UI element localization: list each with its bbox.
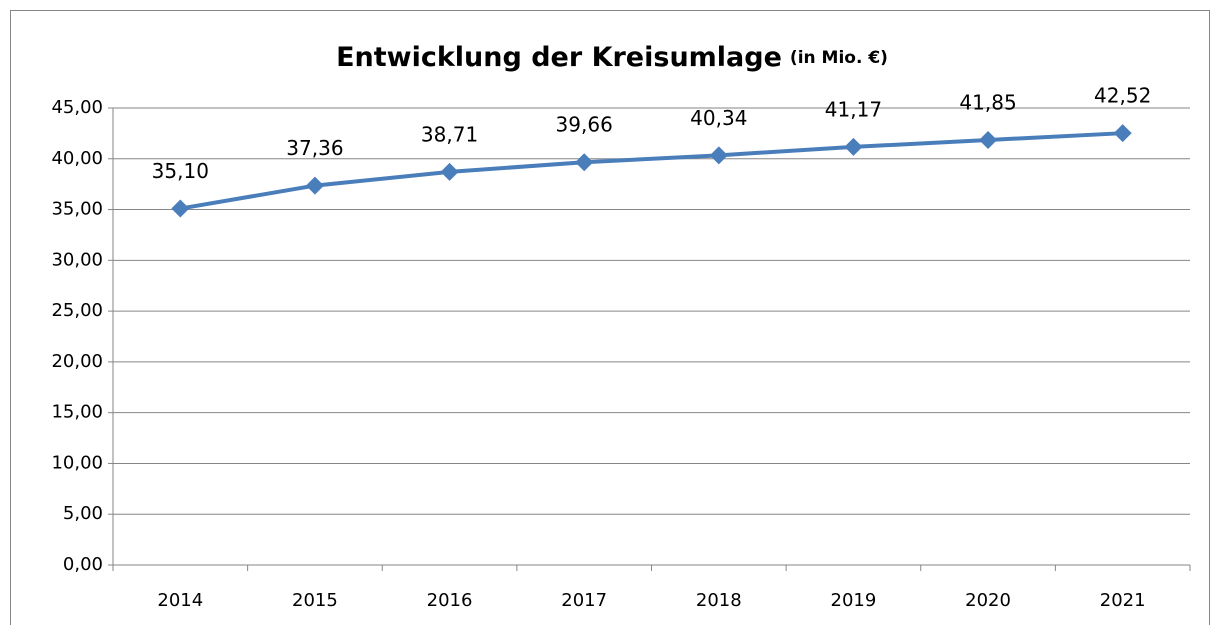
data-label: 37,36: [286, 136, 343, 160]
y-tick-label: 0,00: [63, 554, 103, 575]
data-label: 41,17: [825, 97, 882, 121]
y-tick-label: 30,00: [51, 249, 103, 270]
data-label: 38,71: [421, 122, 478, 146]
y-tick-label: 45,00: [51, 97, 103, 118]
y-tick-label: 25,00: [51, 300, 103, 321]
data-label: 41,85: [959, 90, 1016, 114]
y-tick-label: 40,00: [51, 148, 103, 169]
x-tick-label: 2021: [1100, 590, 1146, 611]
chart-frame: [10, 10, 1210, 625]
data-point: [979, 130, 998, 149]
y-tick-label: 15,00: [51, 402, 103, 423]
x-tick-label: 2016: [427, 590, 473, 611]
data-point: [844, 137, 863, 156]
x-tick-label: 2017: [561, 590, 607, 611]
x-tick-label: 2019: [831, 590, 877, 611]
x-tick-label: 2018: [696, 590, 742, 611]
chart-title-group: Entwicklung der Kreisumlage (in Mio. €): [336, 42, 888, 73]
data-point: [305, 176, 324, 195]
x-tick-label: 2020: [965, 590, 1011, 611]
data-label: 35,10: [152, 159, 209, 183]
y-tick-label: 35,00: [51, 199, 103, 220]
x-tick-label: 2015: [292, 590, 338, 611]
data-point: [171, 199, 190, 218]
series-line: [179, 131, 1123, 211]
data-label: 42,52: [1094, 84, 1151, 108]
x-tick-label: 2014: [157, 590, 203, 611]
y-tick-label: 5,00: [63, 503, 103, 524]
chart-subtitle: (in Mio. €): [790, 48, 888, 68]
data-point: [440, 162, 459, 181]
y-tick-label: 10,00: [51, 452, 103, 473]
data-label: 40,34: [690, 106, 747, 130]
data-point: [1113, 124, 1132, 143]
chart-title: Entwicklung der Kreisumlage: [336, 42, 782, 73]
y-tick-label: 20,00: [51, 351, 103, 372]
data-point: [709, 146, 728, 165]
data-label: 39,66: [556, 113, 613, 137]
data-point: [575, 153, 594, 172]
